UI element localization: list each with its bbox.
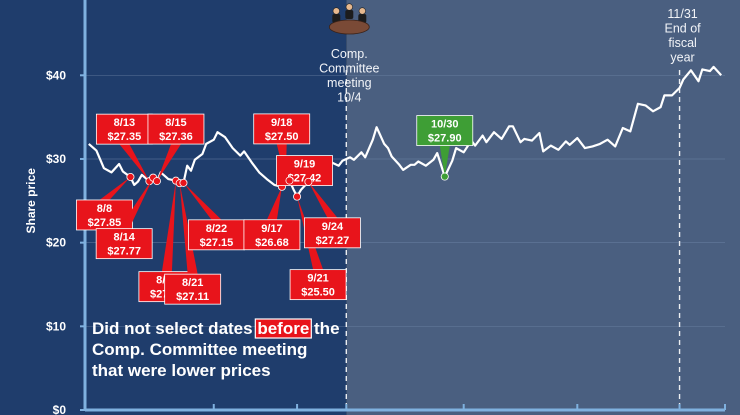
callout-box — [95, 113, 153, 145]
price-callout: 9/17 $26.68 — [243, 182, 301, 251]
y-axis-label: Share price — [24, 168, 38, 234]
price-callout: 8/22 $27.15 — [179, 178, 245, 251]
callout-box — [304, 217, 361, 249]
price-callout: 8/15 $27.36 — [147, 113, 205, 186]
annotation-text: Did not select dates — [92, 319, 257, 338]
event-marker-label: meeting — [327, 76, 372, 90]
annotation-line: Comp. Committee meeting — [92, 340, 307, 359]
y-tick-label: $40 — [46, 68, 66, 82]
callout-pointer — [119, 177, 154, 229]
person-body — [345, 10, 354, 19]
callout-date: 9/18 — [271, 117, 292, 129]
y-tick-label: $20 — [46, 236, 66, 250]
price-callout: 8/14 $27.77 — [95, 173, 158, 260]
callout-date: 8/13 — [114, 117, 135, 129]
callout-point — [304, 177, 313, 186]
callout-point — [285, 176, 294, 185]
callout-pointer — [119, 144, 150, 182]
callout-box — [289, 269, 347, 301]
annotation-line: Did not select dates before the — [92, 319, 340, 338]
callout-price: $27.90 — [428, 133, 462, 145]
table-shape — [328, 19, 370, 35]
price-callout: 9/19 $27.42 — [276, 155, 333, 186]
callout-point — [440, 172, 449, 181]
callout-box — [147, 113, 205, 145]
annotation-highlight-word: before — [257, 319, 309, 338]
callout-box — [253, 113, 311, 145]
event-marker-label: End of — [664, 22, 701, 36]
callout-price: $27.50 — [265, 131, 299, 143]
callout-date: 10/30 — [431, 119, 459, 131]
callout-pointer — [266, 186, 282, 220]
callout-point — [126, 172, 135, 181]
price-callout: 10/30 $27.90 — [416, 115, 474, 181]
callout-pointer — [157, 144, 181, 182]
callout-pointer — [99, 177, 131, 200]
callout-date: 8/21 — [182, 277, 203, 289]
event-marker-label: fiscal — [668, 36, 696, 50]
callout-pointer — [183, 182, 222, 220]
price-callout: 9/24 $27.27 — [304, 177, 361, 249]
callout-date: 9/24 — [322, 221, 344, 233]
event-marker-label: 10/4 — [337, 91, 361, 105]
annotation-text: the — [309, 319, 339, 338]
event-marker-label: Committee — [319, 62, 379, 76]
annotation-line: that were lower prices — [92, 361, 271, 380]
person-head — [345, 3, 353, 11]
callout-point — [152, 177, 161, 186]
callout-date: 9/17 — [261, 223, 282, 235]
callout-price: $26.68 — [255, 237, 289, 249]
price-callout: 8/21 $27.11 — [164, 179, 222, 305]
event-marker-label: 11/31 — [667, 7, 697, 21]
callout-date: 9/21 — [307, 273, 328, 285]
annotation-text: that were lower prices — [92, 361, 271, 380]
callout-price: $27.15 — [200, 237, 234, 249]
callout-box — [95, 228, 153, 260]
callout-price: $27.27 — [316, 235, 350, 247]
y-tick-label: $10 — [46, 319, 66, 333]
region-after-meeting — [346, 0, 740, 415]
callout-point — [293, 192, 302, 201]
callout-price: $27.77 — [107, 246, 141, 258]
callout-point — [179, 178, 188, 187]
callout-price: $27.85 — [88, 217, 122, 229]
callout-date: 8/14 — [113, 232, 135, 244]
y-tick-label: $30 — [46, 152, 66, 166]
callout-price: $27.42 — [288, 173, 322, 185]
boardroom-icon — [328, 3, 370, 35]
callout-price: $27.11 — [176, 291, 209, 303]
annotation-highlight-box — [254, 318, 312, 339]
callout-price: $27.36 — [159, 131, 193, 143]
event-marker-label: year — [670, 51, 694, 65]
callout-date: 8/8 — [97, 203, 112, 215]
y-tick-label: $0 — [53, 403, 67, 415]
callout-price: $25.50 — [301, 287, 335, 299]
callout-date: 8/15 — [165, 117, 186, 129]
price-callout: 8/8 $27.85 — [76, 172, 135, 231]
callout-box — [243, 219, 301, 251]
person-head — [358, 7, 366, 15]
callout-pointer — [308, 181, 338, 218]
event-marker-label: Comp. — [331, 47, 368, 61]
callout-date: 8/22 — [206, 223, 227, 235]
callout-box — [188, 219, 245, 251]
callout-date: 9/19 — [294, 159, 315, 171]
person-head — [332, 7, 340, 15]
callout-price: $27.35 — [108, 131, 142, 143]
callout-box — [416, 115, 474, 146]
annotation-text: Comp. Committee meeting — [92, 340, 307, 359]
callout-pointer — [439, 145, 450, 177]
callout-box — [164, 273, 222, 305]
callout-pointer — [161, 180, 176, 272]
